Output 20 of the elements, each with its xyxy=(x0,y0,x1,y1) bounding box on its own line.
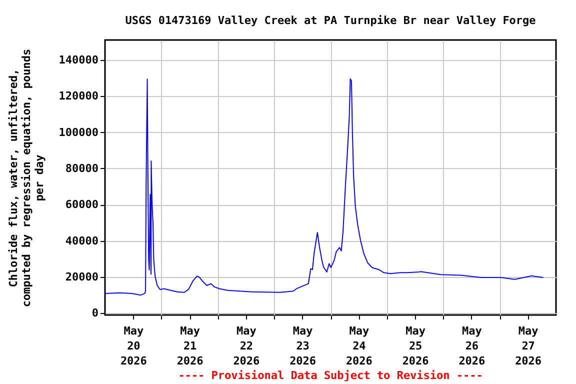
x-tick-label: May 26 2026 xyxy=(458,324,486,368)
x-tick-label: May 21 2026 xyxy=(176,324,204,368)
y-tick-label: 100000 xyxy=(58,126,98,139)
line-series xyxy=(104,78,544,296)
y-tick-label: 140000 xyxy=(58,53,98,66)
x-tick-label: May 27 2026 xyxy=(515,324,542,368)
x-tick-label: May 24 2026 xyxy=(346,324,373,368)
chart-title: USGS 01473169 Valley Creek at PA Turnpike Br near Valley Forge xyxy=(125,14,536,27)
y-tick-label: 60000 xyxy=(65,198,98,212)
text: ---- Provisional Data Subject to Revision ---- xyxy=(178,369,483,382)
x-tick-label: May 22 2026 xyxy=(233,324,260,368)
y-tick-label: 20000 xyxy=(65,270,98,284)
y-tick-label: 120000 xyxy=(58,90,98,103)
y-tick-label: 40000 xyxy=(65,234,98,248)
x-tick-label: May 23 2026 xyxy=(290,324,316,368)
y-tick-label: 0 xyxy=(92,306,98,320)
x-tick-label: May 25 2026 xyxy=(402,324,430,368)
y-axis-title: Chloride flux, water, unfiltered, computed by regression equation, pounds per day xyxy=(6,48,46,308)
x-tick-label: May 20 2026 xyxy=(120,324,148,368)
y-tick-label: 80000 xyxy=(65,162,98,175)
